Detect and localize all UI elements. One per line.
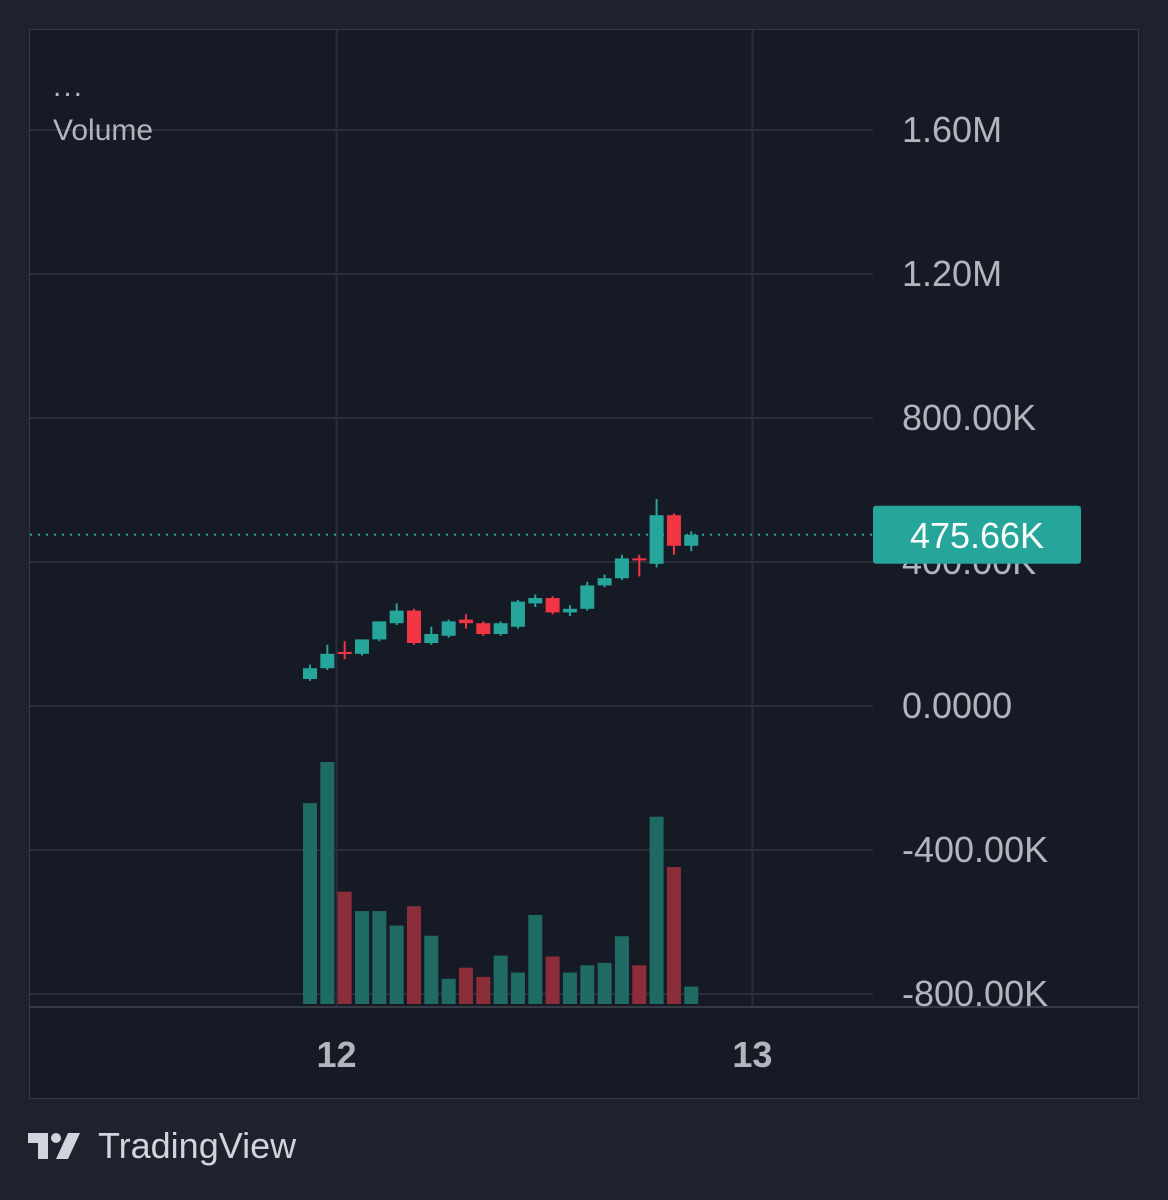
volume-bar xyxy=(632,965,647,1004)
candle-body xyxy=(649,515,664,564)
time-tick-label: 12 xyxy=(316,1034,356,1075)
candle-body xyxy=(614,558,629,579)
candle-body xyxy=(684,534,699,546)
candle-body xyxy=(303,668,317,679)
candle-body xyxy=(562,608,577,613)
volume-bar xyxy=(597,962,612,1004)
brand-name: TradingView xyxy=(98,1125,297,1166)
last-price-badge xyxy=(873,505,1081,564)
tradingview-logo-icon xyxy=(28,1133,80,1159)
candle-body xyxy=(580,585,595,609)
volume-bar xyxy=(372,911,387,1004)
candle-body xyxy=(545,598,560,613)
candle-body xyxy=(320,653,335,669)
volume-bar xyxy=(424,935,439,1004)
volume-bar xyxy=(510,972,525,1004)
volume-bar xyxy=(580,965,595,1004)
last-price-label: 475.66K xyxy=(910,515,1044,556)
candle-body xyxy=(476,623,491,634)
candle-body xyxy=(424,634,439,643)
candle-body xyxy=(597,578,612,586)
volume-bar xyxy=(320,762,335,1004)
candle-body xyxy=(528,598,543,604)
volume-bar xyxy=(562,972,577,1004)
volume-bar xyxy=(545,956,560,1004)
volume-bar xyxy=(528,914,543,1004)
candle-body xyxy=(372,621,387,640)
volume-bar xyxy=(684,986,699,1004)
candle-body xyxy=(354,639,369,654)
volume-bar xyxy=(666,867,681,1004)
volume-bar xyxy=(476,976,491,1004)
candle-body xyxy=(389,610,404,624)
price-tick-label: -800.00K xyxy=(902,973,1048,1014)
candle-body xyxy=(666,515,681,546)
candle-body xyxy=(441,621,456,636)
price-tick-label: -400.00K xyxy=(902,829,1048,870)
time-tick-label: 13 xyxy=(732,1034,772,1075)
volume-bar xyxy=(614,936,629,1004)
candle-body xyxy=(458,619,473,624)
price-tick-label: 1.60M xyxy=(902,109,1002,150)
volume-bar xyxy=(441,978,456,1004)
volume-bar xyxy=(406,906,421,1004)
legend-volume-label[interactable]: Volume xyxy=(53,114,154,147)
price-tick-label: 800.00K xyxy=(902,397,1036,438)
price-tick-label: 0.0000 xyxy=(902,685,1012,726)
volume-bar xyxy=(354,911,369,1004)
volume-bar xyxy=(649,816,664,1004)
chart-frame[interactable] xyxy=(29,29,1139,1099)
volume-bar xyxy=(458,967,473,1004)
candle-body xyxy=(632,558,647,561)
volume-bar xyxy=(493,955,508,1004)
volume-bar xyxy=(337,891,352,1004)
price-tick-label: 1.20M xyxy=(902,253,1002,294)
volume-bar xyxy=(303,803,317,1004)
candle-body xyxy=(406,610,421,643)
candle-body xyxy=(337,652,352,654)
volume-bar xyxy=(389,925,404,1004)
candle-body xyxy=(493,623,508,634)
candle-body xyxy=(510,601,525,627)
tradingview-brand[interactable]: TradingView xyxy=(28,1125,296,1167)
legend-more-dots[interactable]: ... xyxy=(53,70,85,103)
